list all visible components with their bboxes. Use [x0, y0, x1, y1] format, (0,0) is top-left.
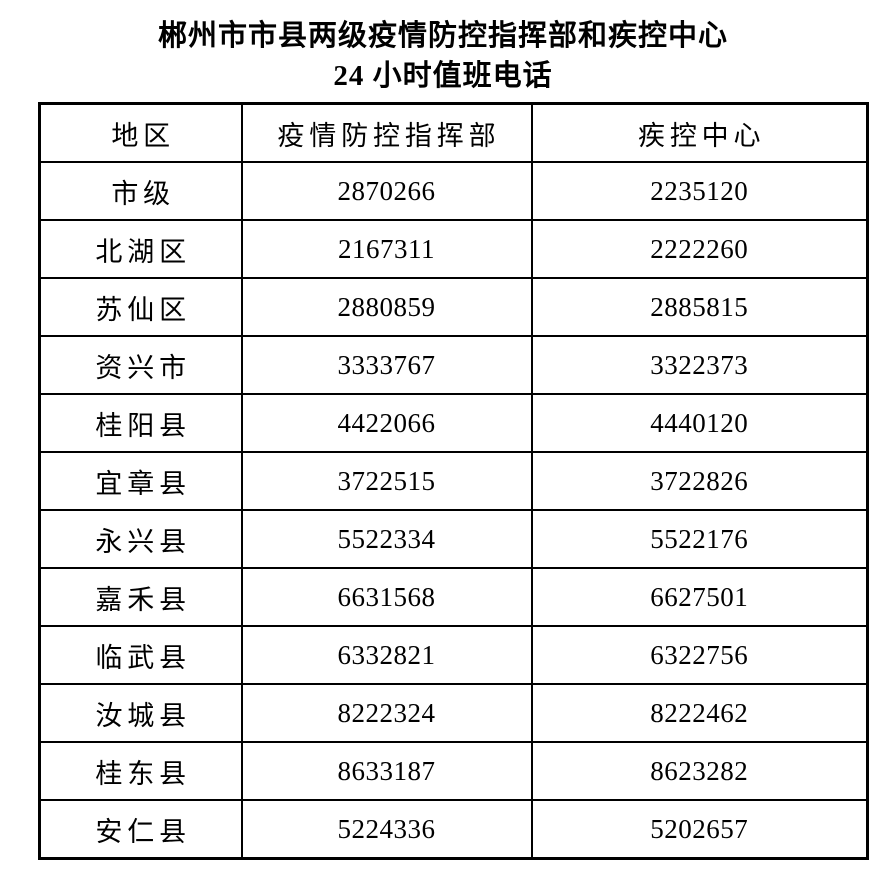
cell-cdc-phone: 2885815 [530, 277, 869, 337]
cell-region: 苏仙区 [38, 277, 243, 337]
table-row: 北湖区 2167311 2222260 [38, 219, 869, 279]
table-row: 桂东县 8633187 8623282 [38, 741, 869, 801]
cell-cdc-phone: 3322373 [530, 335, 869, 395]
header-cdc: 疾控中心 [530, 102, 869, 163]
cell-region: 临武县 [38, 625, 243, 685]
cell-command-phone: 6631568 [240, 567, 533, 627]
cell-command-phone: 3333767 [240, 335, 533, 395]
cell-region: 永兴县 [38, 509, 243, 569]
cell-command-phone: 5224336 [240, 799, 533, 860]
table-body: 市级 2870266 2235120 北湖区 2167311 2222260 苏… [38, 161, 869, 860]
cell-region: 北湖区 [38, 219, 243, 279]
table-row: 临武县 6332821 6322756 [38, 625, 869, 685]
cell-region: 桂东县 [38, 741, 243, 801]
title-line-2: 24 小时值班电话 [333, 60, 553, 92]
phone-table: 地区 疫情防控指挥部 疾控中心 市级 2870266 2235120 北湖区 2… [38, 102, 869, 860]
cell-region: 桂阳县 [38, 393, 243, 453]
cell-cdc-phone: 8623282 [530, 741, 869, 801]
cell-cdc-phone: 8222462 [530, 683, 869, 743]
table-row: 宜章县 3722515 3722826 [38, 451, 869, 511]
cell-region: 嘉禾县 [38, 567, 243, 627]
header-region: 地区 [38, 102, 243, 163]
header-row: 地区 疫情防控指挥部 疾控中心 [38, 102, 869, 163]
cell-command-phone: 2167311 [240, 219, 533, 279]
cell-cdc-phone: 4440120 [530, 393, 869, 453]
cell-cdc-phone: 5202657 [530, 799, 869, 860]
cell-cdc-phone: 3722826 [530, 451, 869, 511]
cell-cdc-phone: 6627501 [530, 567, 869, 627]
page-title: 郴州市市县两级疫情防控指挥部和疾控中心 24 小时值班电话 [0, 16, 886, 96]
table-row: 资兴市 3333767 3322373 [38, 335, 869, 395]
table-row: 永兴县 5522334 5522176 [38, 509, 869, 569]
cell-region: 汝城县 [38, 683, 243, 743]
cell-cdc-phone: 5522176 [530, 509, 869, 569]
table-row: 市级 2870266 2235120 [38, 161, 869, 221]
cell-cdc-phone: 2235120 [530, 161, 869, 221]
table-row: 苏仙区 2880859 2885815 [38, 277, 869, 337]
cell-region: 宜章县 [38, 451, 243, 511]
cell-command-phone: 3722515 [240, 451, 533, 511]
table-row: 桂阳县 4422066 4440120 [38, 393, 869, 453]
cell-cdc-phone: 6322756 [530, 625, 869, 685]
table-row: 安仁县 5224336 5202657 [38, 799, 869, 860]
cell-region: 安仁县 [38, 799, 243, 860]
table-row: 汝城县 8222324 8222462 [38, 683, 869, 743]
table-row: 嘉禾县 6631568 6627501 [38, 567, 869, 627]
cell-command-phone: 2870266 [240, 161, 533, 221]
cell-command-phone: 8633187 [240, 741, 533, 801]
cell-command-phone: 4422066 [240, 393, 533, 453]
cell-command-phone: 8222324 [240, 683, 533, 743]
cell-cdc-phone: 2222260 [530, 219, 869, 279]
cell-region: 资兴市 [38, 335, 243, 395]
cell-command-phone: 6332821 [240, 625, 533, 685]
title-line-1: 郴州市市县两级疫情防控指挥部和疾控中心 [157, 20, 728, 52]
cell-region: 市级 [38, 161, 243, 221]
cell-command-phone: 2880859 [240, 277, 533, 337]
header-command-center: 疫情防控指挥部 [240, 102, 533, 163]
cell-command-phone: 5522334 [240, 509, 533, 569]
